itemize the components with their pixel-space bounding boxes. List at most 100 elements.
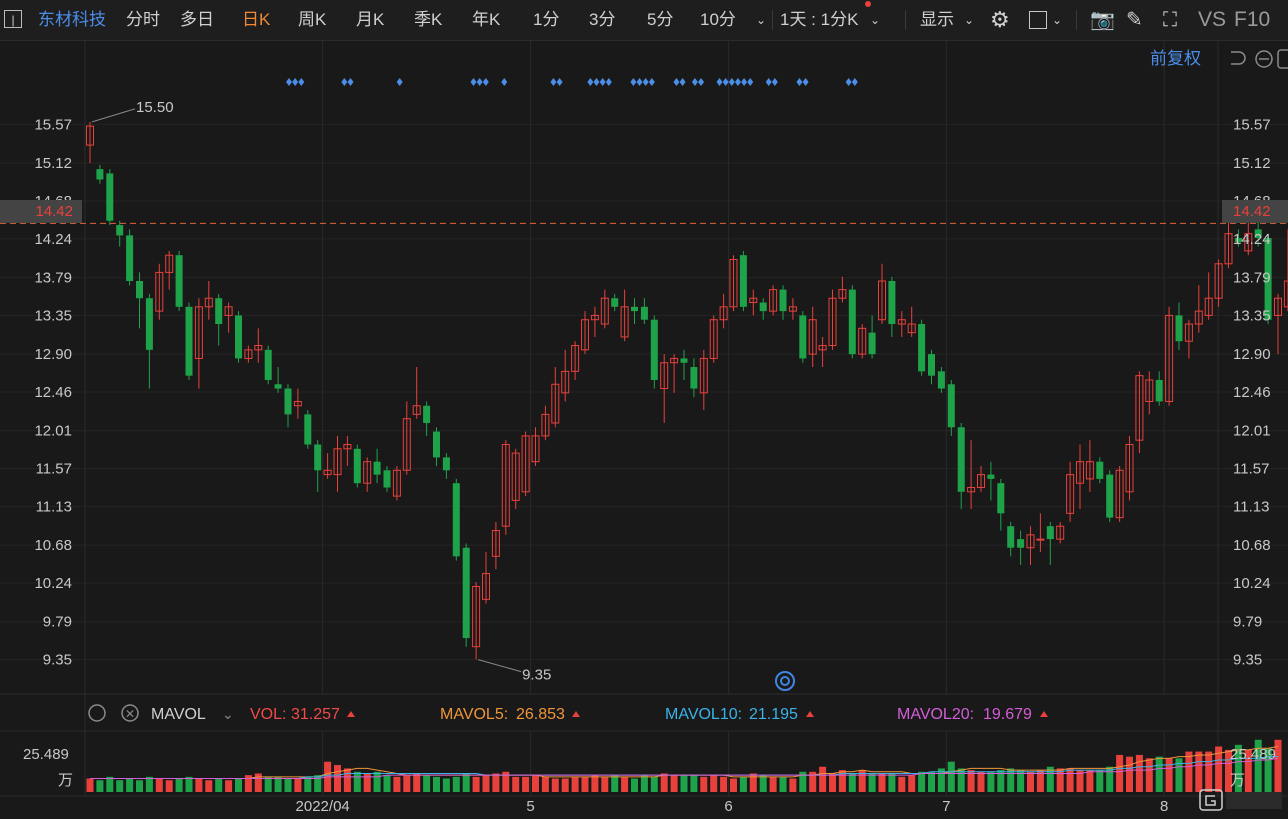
tab-weekly-k[interactable]: 周K <box>298 10 327 29</box>
mavol5-label: MAVOL5: <box>440 706 508 723</box>
volume-bar <box>1175 758 1183 792</box>
volume-bar <box>532 775 539 792</box>
candle-body <box>947 384 955 428</box>
volume-bar <box>1185 751 1193 792</box>
signal-marker <box>470 78 477 86</box>
volume-bar <box>680 775 688 792</box>
candle-body <box>858 327 867 355</box>
volume-bar <box>739 776 747 792</box>
candle-body <box>987 474 995 479</box>
watermark-logo-icon <box>1199 789 1282 811</box>
fullscreen-icon[interactable]: ⛶ <box>1163 9 1177 31</box>
candle-body <box>1264 237 1272 320</box>
tab-yearly-k[interactable]: 年K <box>472 10 501 29</box>
sidebar-toggle-icon[interactable]: | <box>4 10 22 28</box>
tab-monthly-k[interactable]: 月K <box>356 10 385 29</box>
camera-icon[interactable]: 📷 <box>1090 9 1115 31</box>
candle-body <box>571 345 580 372</box>
pencil-icon[interactable]: ✎ <box>1126 9 1143 31</box>
candle-body <box>373 461 381 475</box>
stock-name[interactable]: 东材科技 <box>38 10 106 29</box>
volume-unit-left: 万 <box>58 772 73 789</box>
f10-button[interactable]: F10 <box>1234 8 1271 31</box>
volume-bar <box>1145 758 1153 792</box>
volume-bar <box>383 775 391 792</box>
candle-body <box>1204 297 1213 316</box>
y-tick-label: 11.13 <box>1233 498 1269 515</box>
zoom-out-icon[interactable] <box>1255 50 1273 68</box>
candle-body <box>848 289 856 355</box>
candle-body <box>1056 525 1065 540</box>
interval-chevron-icon[interactable]: ⌄ <box>870 13 881 27</box>
volume-bar <box>116 780 124 792</box>
signal-marker <box>642 78 649 86</box>
candle-body <box>788 306 797 312</box>
tab-daily-k[interactable]: 日K <box>242 10 271 29</box>
date-axis: 2022/04 5 6 7 8 <box>296 798 1169 815</box>
candle-body <box>1224 233 1233 265</box>
event-marker-icon[interactable] <box>775 671 795 691</box>
tab-5min[interactable]: 5分 <box>647 10 674 29</box>
candle-body <box>293 400 302 407</box>
candle-body <box>343 443 352 450</box>
volume-bar <box>987 771 995 792</box>
candle-body <box>1046 526 1054 540</box>
candle-body <box>769 289 778 312</box>
y-tick-label: 13.79 <box>1233 270 1271 287</box>
volume-bar <box>1135 754 1143 792</box>
volume-bar <box>522 776 530 792</box>
x-tick-label: 6 <box>724 798 732 815</box>
candle-body <box>423 405 431 423</box>
signal-marker <box>691 78 698 86</box>
volume-bar <box>749 773 757 792</box>
display-chevron-icon[interactable]: ⌄ <box>964 13 975 27</box>
tab-3min[interactable]: 3分 <box>589 10 616 29</box>
volume-bar <box>1106 766 1114 792</box>
signal-marker <box>796 78 803 86</box>
volume-bar <box>482 775 490 792</box>
volume-bar <box>1274 739 1282 792</box>
mavol20-label: MAVOL20: <box>897 706 974 723</box>
volume-bar <box>878 773 886 792</box>
adjust-button[interactable]: 前复权 <box>1150 49 1201 68</box>
volume-bar <box>720 776 728 792</box>
tab-quarterly-k[interactable]: 季K <box>414 10 443 29</box>
indicator-name[interactable]: MAVOL <box>151 706 206 723</box>
volume-bar <box>967 770 975 792</box>
candle-body <box>116 225 124 236</box>
checkbox-chevron-icon[interactable]: ⌄ <box>1052 13 1063 27</box>
candle-body <box>185 306 193 376</box>
y-tick-label: 10.68 <box>34 537 72 554</box>
candle-body <box>482 573 490 600</box>
indicator-settings-icon[interactable] <box>88 704 106 722</box>
candle-body <box>1244 233 1253 252</box>
checkbox-icon[interactable] <box>1029 11 1047 29</box>
display-menu[interactable]: 显示 <box>920 10 954 29</box>
volume-bar <box>601 776 609 792</box>
tab-10min[interactable]: 10分 <box>700 10 736 29</box>
tab-multiday[interactable]: 多日 <box>180 10 214 29</box>
y-tick-label: 11.13 <box>36 498 72 515</box>
volume-bar <box>225 780 233 792</box>
volume-unit-right: 万 <box>1230 772 1245 789</box>
indicator-close-icon[interactable] <box>121 704 139 722</box>
settings-gear-icon[interactable]: ⚙ <box>990 7 1010 32</box>
indicator-chevron-icon[interactable]: ⌄ <box>222 706 234 722</box>
undo-icon[interactable] <box>1231 51 1246 65</box>
volume-bar <box>799 771 807 792</box>
vs-button[interactable]: VS <box>1198 8 1227 31</box>
y-tick-label: 15.12 <box>1233 155 1271 172</box>
collapse-icon[interactable] <box>1277 49 1288 69</box>
signal-marker <box>679 78 686 86</box>
tab-1min[interactable]: 1分 <box>533 10 560 29</box>
volume-bar <box>136 780 143 792</box>
tab-timeshare[interactable]: 分时 <box>126 10 160 29</box>
volume-bar <box>809 771 817 792</box>
volume-bar <box>155 778 163 792</box>
y-tick-label: 14.24 <box>1233 231 1271 248</box>
signal-marker <box>802 78 809 86</box>
interval-select[interactable]: 1天 : 1分K <box>780 10 859 29</box>
signal-marker <box>599 78 606 86</box>
more-tabs-chevron-icon[interactable]: ⌄ <box>756 13 767 27</box>
volume-bar <box>363 773 371 792</box>
